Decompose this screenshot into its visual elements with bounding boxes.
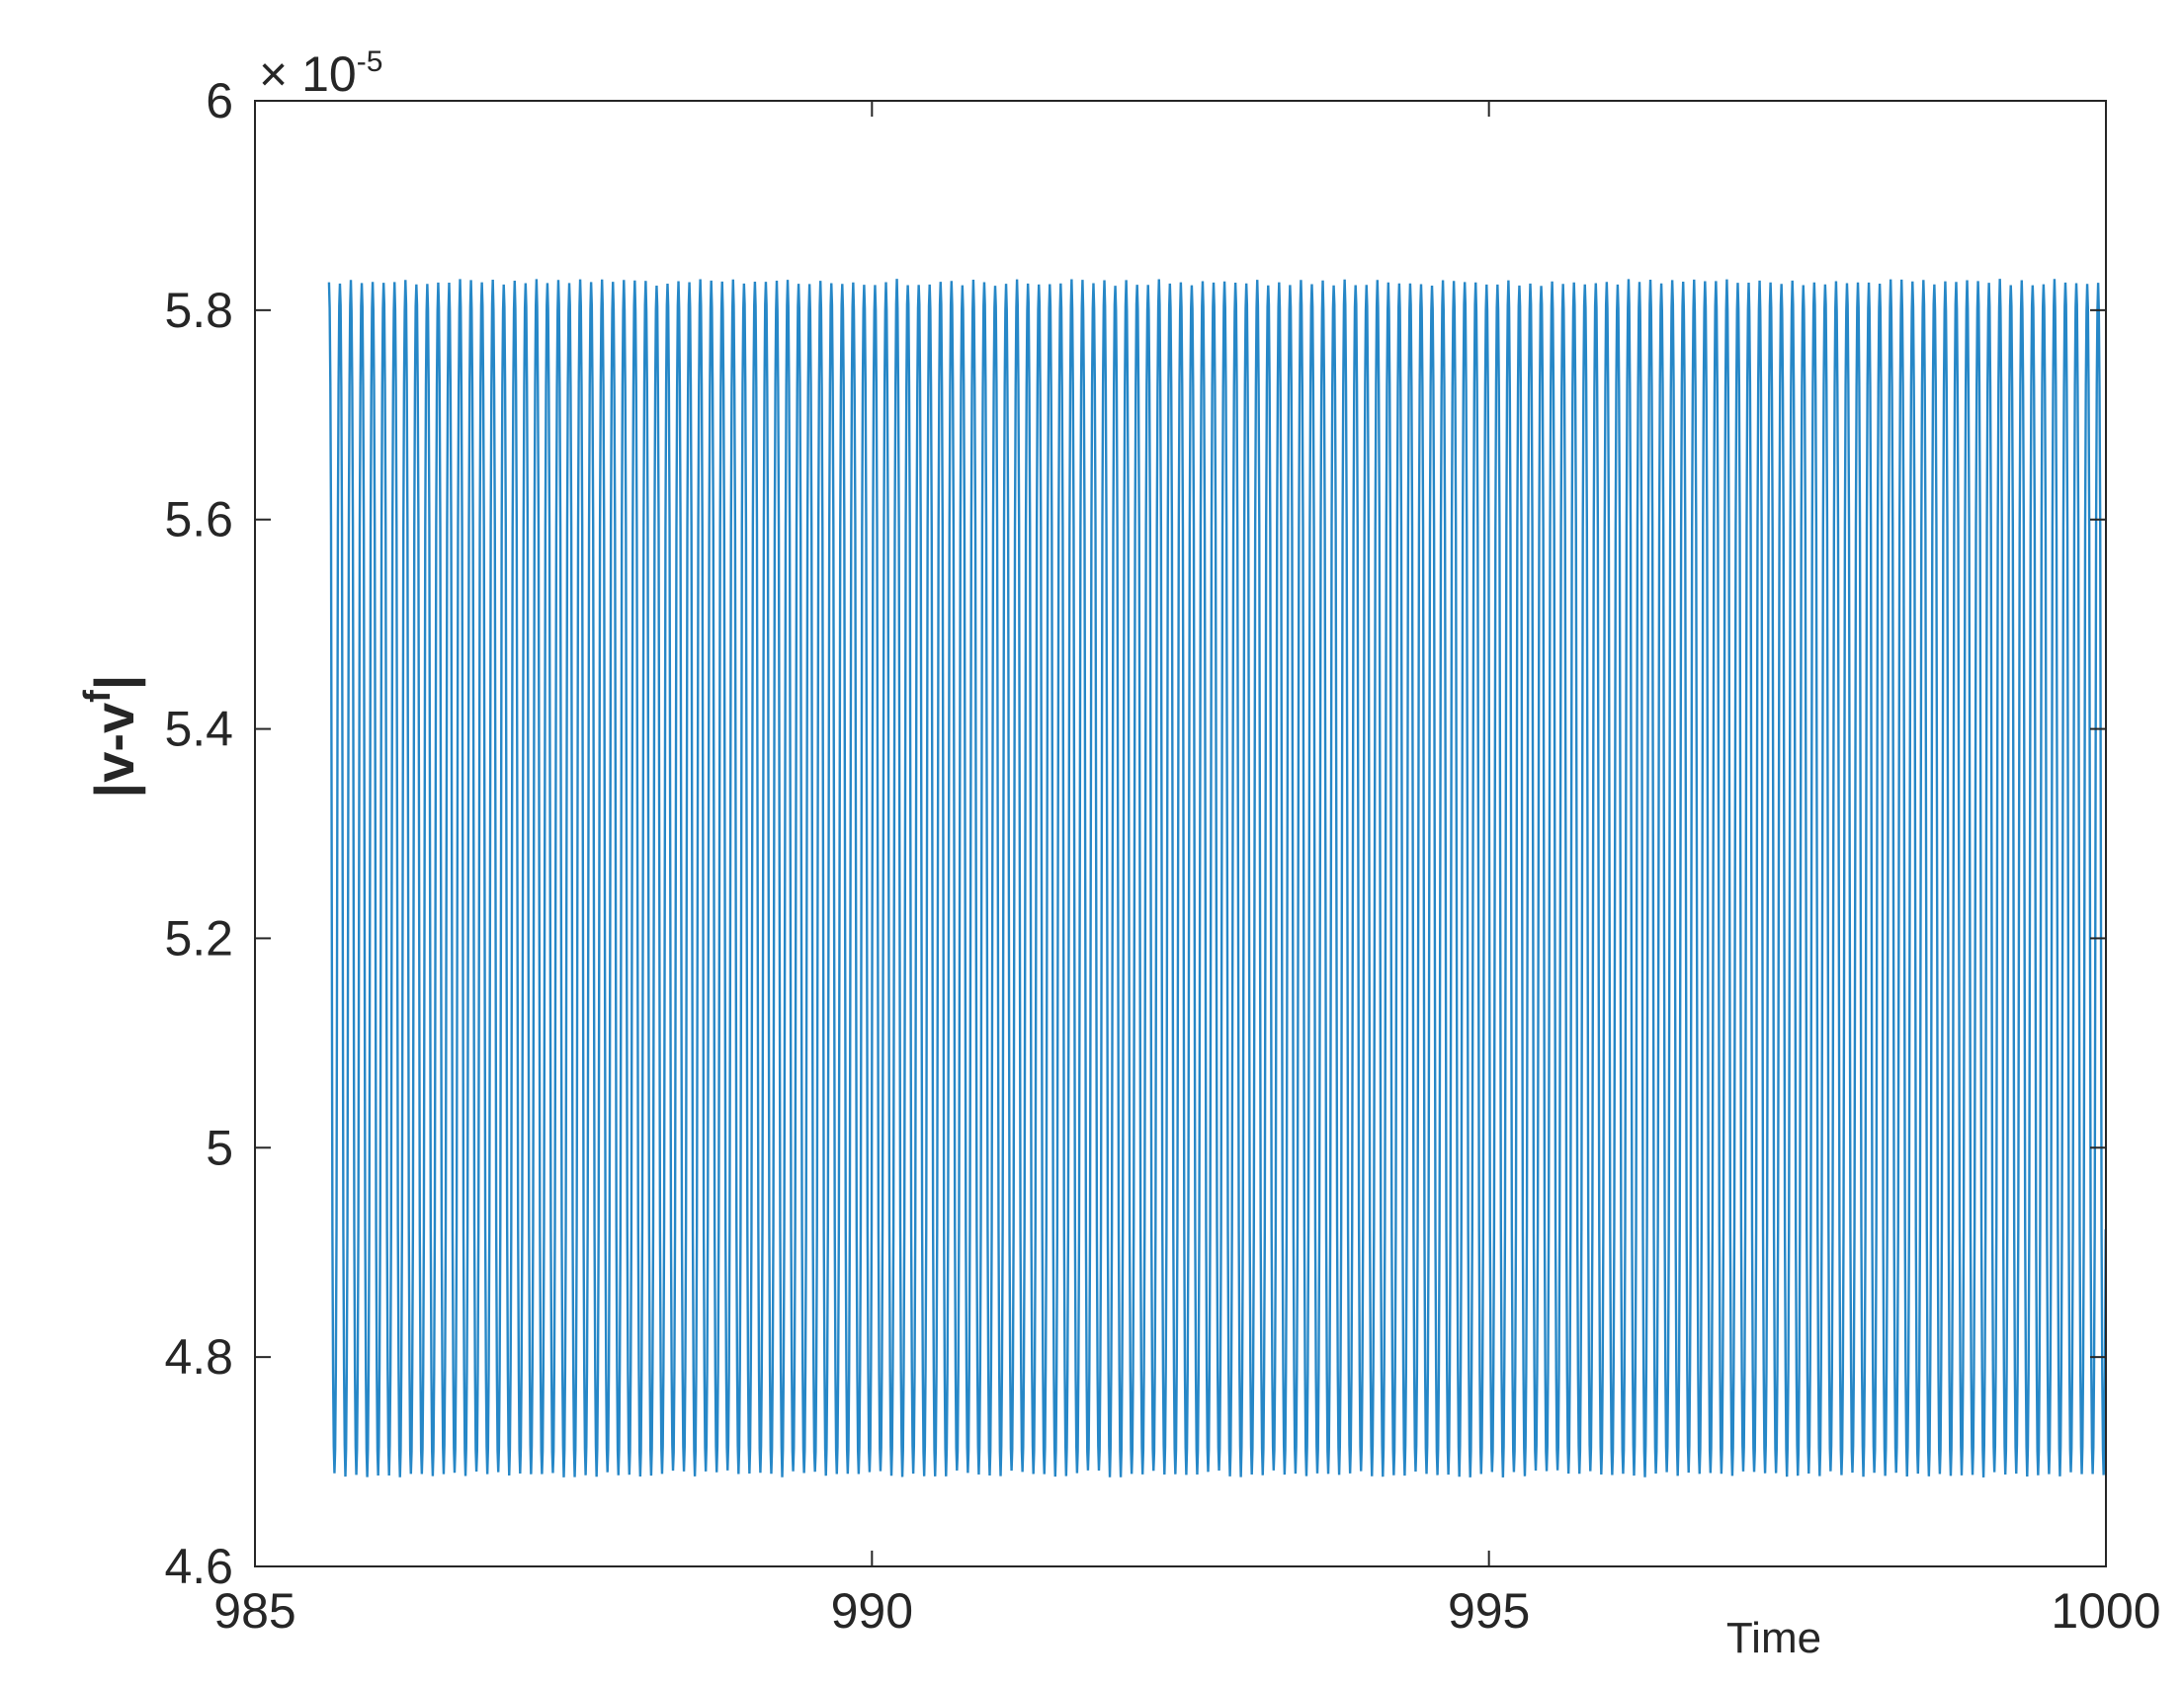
- y-axis-label: |v-vf|: [77, 675, 146, 799]
- y-tick-label: 5.6: [164, 492, 233, 548]
- x-axis-label: Time: [1726, 1614, 1821, 1662]
- y-tick-label: 5.2: [164, 910, 233, 966]
- x-tick-label: 1000: [2051, 1583, 2160, 1639]
- y-tick-label: 4.8: [164, 1329, 233, 1385]
- x-tick-label: 995: [1448, 1583, 1530, 1639]
- y-tick-label: 5: [206, 1120, 233, 1175]
- series-line-0: [327, 279, 2107, 1477]
- y-tick-label: 4.6: [164, 1539, 233, 1594]
- y-tick-label: 5.4: [164, 702, 233, 757]
- y-axis-ticks: 4.6 4.8 5 5.2 5.4 5.6 5.8 6: [164, 73, 2106, 1594]
- series-layer: [327, 279, 2107, 1477]
- x-tick-label: 990: [831, 1583, 913, 1639]
- y-exponent-label: × 10-5: [259, 45, 382, 102]
- y-tick-label: 5.8: [164, 283, 233, 338]
- x-axis-ticks: 985 990 995 1000: [213, 101, 2161, 1639]
- y-tick-label: 6: [206, 73, 233, 128]
- axes-box: [254, 100, 2107, 1567]
- x-tick-label: 985: [213, 1583, 295, 1639]
